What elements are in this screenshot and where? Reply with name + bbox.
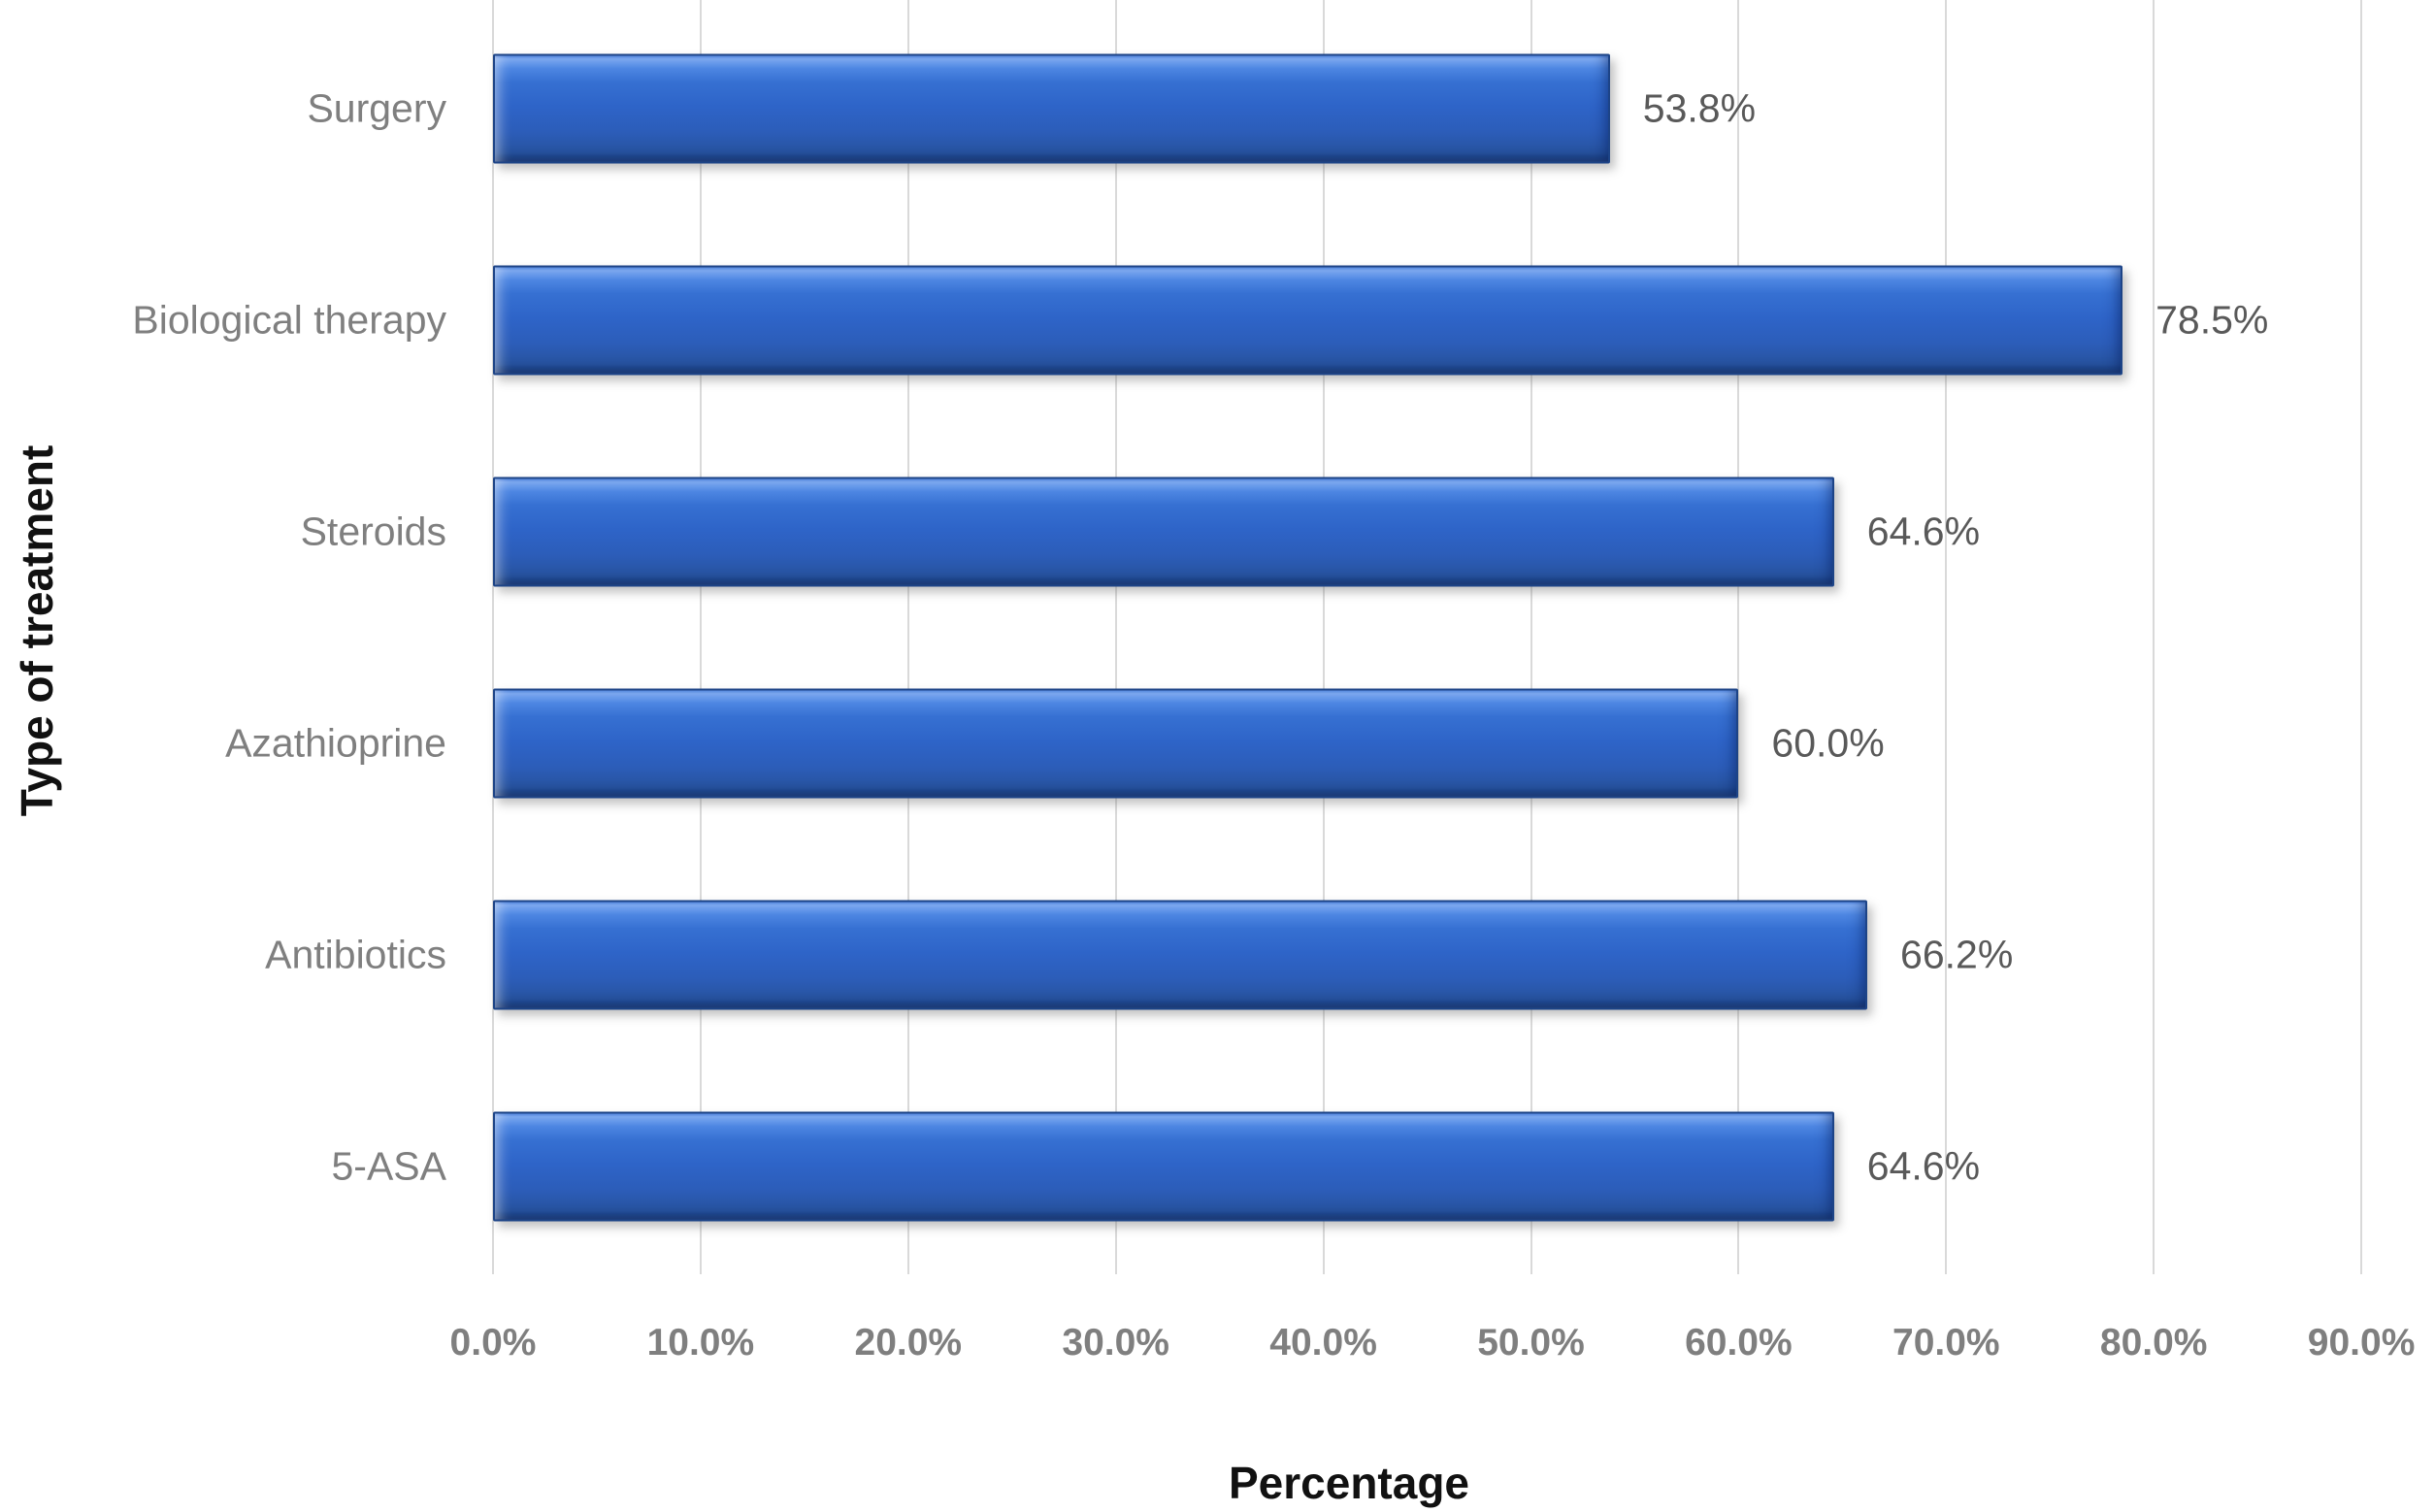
bar	[493, 53, 1610, 164]
gridline	[1530, 0, 1532, 1274]
bar	[493, 900, 1868, 1010]
category-label: Steroids	[300, 509, 446, 554]
value-label: 64.6%	[1866, 1143, 1981, 1189]
value-label: 64.6%	[1866, 509, 1981, 554]
category-label: 5-ASA	[331, 1143, 447, 1189]
value-label: 78.5%	[2155, 297, 2269, 343]
gridline	[1322, 0, 1325, 1274]
x-tick-label: 60.0%	[1685, 1322, 1793, 1364]
x-tick-label: 90.0%	[2307, 1322, 2416, 1364]
bar	[493, 265, 2123, 376]
gridline	[699, 0, 702, 1274]
bar	[493, 1111, 1834, 1222]
x-tick-label: 40.0%	[1269, 1322, 1377, 1364]
x-tick-label: 50.0%	[1477, 1322, 1585, 1364]
category-label: Azathioprine	[225, 720, 446, 766]
x-tick-label: 30.0%	[1062, 1322, 1169, 1364]
x-tick-label: 10.0%	[646, 1322, 755, 1364]
value-label: 53.8%	[1642, 85, 1757, 131]
category-label: Surgery	[307, 85, 446, 131]
y-axis-title: Type of treatment	[12, 444, 62, 817]
gridline	[2360, 0, 2363, 1274]
x-tick-label: 0.0%	[449, 1322, 537, 1364]
gridline	[906, 0, 909, 1274]
category-label: Biological therapy	[132, 297, 446, 343]
x-axis-title: Percentage	[1228, 1458, 1470, 1508]
x-tick-label: 20.0%	[854, 1322, 963, 1364]
value-label: 60.0%	[1771, 720, 1885, 766]
value-label: 66.2%	[1900, 932, 2014, 977]
x-tick-label: 80.0%	[2099, 1322, 2208, 1364]
gridline	[1114, 0, 1117, 1274]
bar	[493, 477, 1834, 587]
gridline	[2153, 0, 2155, 1274]
gridline	[1945, 0, 1948, 1274]
category-label: Antibiotics	[265, 932, 446, 977]
x-tick-label: 70.0%	[1892, 1322, 2000, 1364]
gridline	[492, 0, 494, 1274]
bar	[493, 688, 1739, 799]
gridline	[1737, 0, 1740, 1274]
